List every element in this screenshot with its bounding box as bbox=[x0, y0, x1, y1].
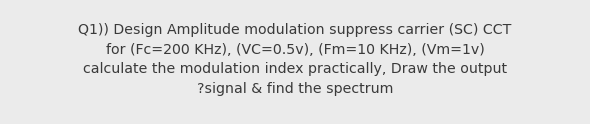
Text: Q1)) Design Amplitude modulation suppress carrier (SC) CCT
for (Fc=200 KHz), (VC: Q1)) Design Amplitude modulation suppres… bbox=[78, 23, 512, 96]
